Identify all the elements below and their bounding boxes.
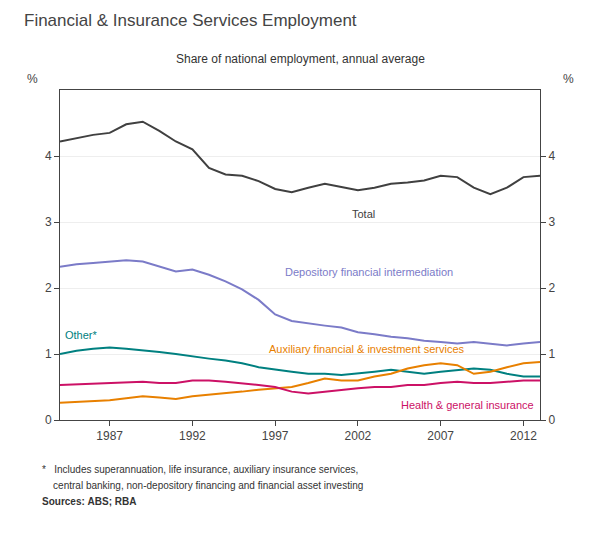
svg-text:Depository financial intermedi: Depository financial intermediation xyxy=(285,266,453,278)
svg-text:Other*: Other* xyxy=(65,329,98,341)
svg-text:4: 4 xyxy=(548,149,555,163)
svg-text:1987: 1987 xyxy=(96,429,123,443)
svg-text:%: % xyxy=(27,72,38,86)
svg-text:3: 3 xyxy=(45,215,52,229)
svg-text:Financial & Insurance Services: Financial & Insurance Services Employmen… xyxy=(24,11,357,30)
svg-text:2002: 2002 xyxy=(345,429,372,443)
svg-text:Health & general insurance: Health & general insurance xyxy=(401,399,534,411)
svg-text:1: 1 xyxy=(548,347,555,361)
svg-text:4: 4 xyxy=(45,149,52,163)
svg-text:2012: 2012 xyxy=(510,429,537,443)
svg-text:2: 2 xyxy=(548,281,555,295)
svg-text:0: 0 xyxy=(45,413,52,427)
svg-text:%: % xyxy=(563,72,574,86)
svg-text:3: 3 xyxy=(548,215,555,229)
svg-text:Sources: ABS; RBA: Sources: ABS; RBA xyxy=(42,496,136,507)
svg-text:1992: 1992 xyxy=(179,429,206,443)
svg-text:2007: 2007 xyxy=(427,429,454,443)
svg-text:Auxiliary financial & investme: Auxiliary financial & investment service… xyxy=(269,343,465,355)
svg-text:central banking, non-depositor: central banking, non-depository financin… xyxy=(42,480,363,491)
svg-text:* Includes superannuation, l: * Includes superannuation, life insuranc… xyxy=(42,464,358,475)
svg-text:Total: Total xyxy=(352,208,375,220)
svg-text:2: 2 xyxy=(45,281,52,295)
svg-text:1997: 1997 xyxy=(262,429,289,443)
svg-text:1: 1 xyxy=(45,347,52,361)
svg-text:0: 0 xyxy=(548,413,555,427)
svg-text:Share of national employment,: Share of national employment, annual ave… xyxy=(176,52,425,66)
